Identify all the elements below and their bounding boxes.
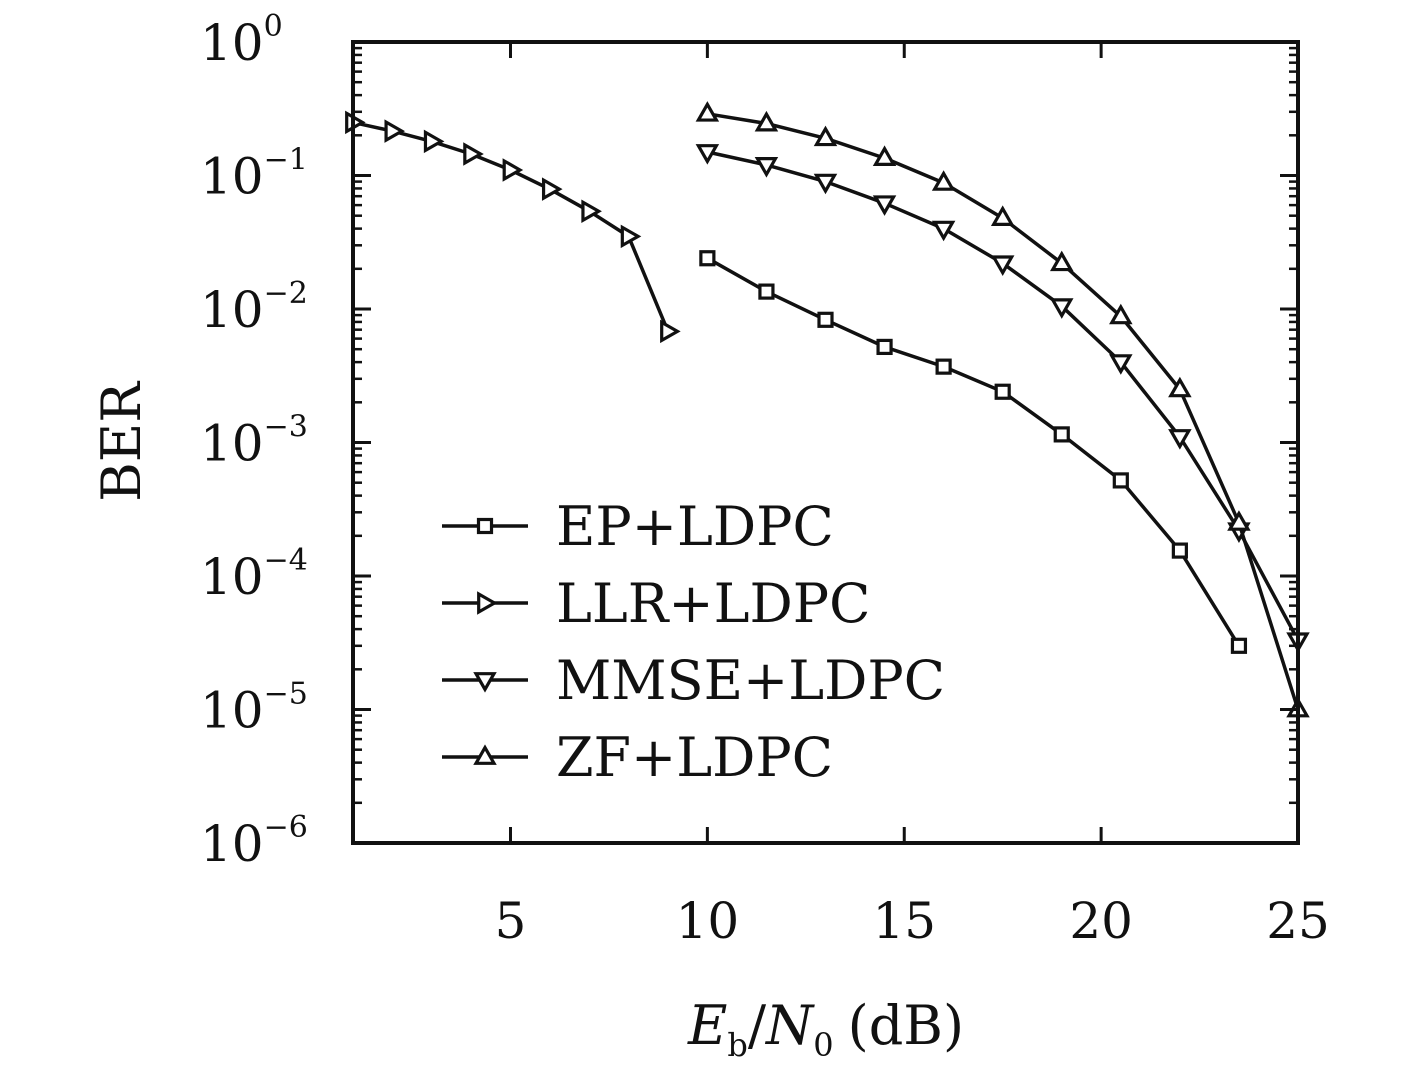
data-point-zf-ldpc-3 [872,145,897,167]
y-tick-label: 10−1 [200,143,308,206]
x-axis-label: Eb/N0 (dB) [687,994,964,1064]
y-axis-label: BER [90,381,153,502]
legend-marker-ep-ldpc [476,517,494,535]
x-label-unit: (dB) [848,994,964,1057]
legend-item-zf-ldpc: ZF+LDPC [442,726,833,789]
y-tick-exponent: −4 [264,543,308,578]
data-point-llr-ldpc-1 [384,119,406,143]
legend-marker-zf-ldpc [473,744,497,765]
x-tick-label-5: 5 [495,892,527,950]
x-label-second-sub: 0 [813,1026,833,1064]
data-point-ep-ldpc-4 [935,358,952,375]
x-tick-label-25: 25 [1266,892,1330,950]
y-tick-base: 10 [200,548,264,606]
series-mmse-ldpc [695,144,1310,653]
data-point-zf-ldpc-8 [1168,376,1192,398]
data-point-zf-ldpc-5 [990,205,1015,226]
data-point-llr-ldpc-6 [581,199,602,223]
legend-label-mmse-ldpc: MMSE+LDPC [556,649,945,712]
data-point-llr-ldpc-8 [660,319,681,344]
series-line-ep-ldpc [706,256,1241,647]
data-point-mmse-ldpc-6 [1049,298,1074,319]
data-point-ep-ldpc-6 [1053,426,1070,443]
data-point-mmse-ldpc-5 [990,255,1015,276]
data-point-llr-ldpc-4 [502,158,524,182]
legend: EP+LDPC LLR+LDPC MMSE+LDPC ZF+LDPC [442,495,945,789]
data-point-zf-ldpc-9 [1227,510,1251,531]
y-tick-label: 10−6 [200,810,308,873]
legend-label-zf-ldpc: ZF+LDPC [556,726,833,789]
x-tick-label-20: 20 [1069,892,1133,950]
legend-marker-mmse-ldpc [473,672,497,693]
legend-item-ep-ldpc: EP+LDPC [442,495,834,558]
series-zf-ldpc [695,101,1310,718]
legend-item-llr-ldpc: LLR+LDPC [442,572,870,635]
legend-label-llr-ldpc: LLR+LDPC [556,572,870,635]
x-axis-ticks: 5 10 15 20 25 [495,42,1330,950]
data-point-mmse-ldpc-2 [813,173,838,195]
series-llr-ldpc [345,110,681,344]
data-point-ep-ldpc-9 [1230,637,1248,654]
data-point-ep-ldpc-5 [994,383,1011,400]
y-tick-label: 100 [200,9,283,72]
y-tick-label: 10−2 [200,276,308,339]
data-point-ep-ldpc-8 [1171,542,1188,559]
data-point-zf-ldpc-6 [1049,250,1074,272]
y-tick-base: 10 [200,14,264,72]
y-tick-label: 10−4 [200,543,308,606]
data-point-ep-ldpc-7 [1112,472,1129,489]
data-point-zf-ldpc-0 [695,101,720,122]
data-point-ep-ldpc-0 [699,250,716,267]
data-point-mmse-ldpc-0 [695,144,720,165]
x-tick-label-15: 15 [872,892,936,950]
y-tick-base: 10 [200,148,264,206]
data-point-mmse-ldpc-7 [1109,354,1133,375]
data-point-zf-ldpc-1 [754,110,779,132]
data-point-zf-ldpc-7 [1109,303,1133,325]
data-point-llr-ldpc-2 [423,129,445,154]
data-point-llr-ldpc-3 [463,142,484,166]
x-label-main: E [687,994,727,1057]
data-point-ep-ldpc-3 [876,338,893,356]
x-label-second: N [764,994,815,1057]
y-tick-label: 10−5 [200,677,308,740]
y-tick-exponent: −5 [264,677,308,712]
y-tick-exponent: −1 [264,143,308,178]
x-label-slash: / [748,994,767,1057]
y-tick-exponent: −2 [264,276,308,311]
x-tick-label-10: 10 [676,892,740,950]
data-point-llr-ldpc-5 [541,177,563,201]
data-point-zf-ldpc-4 [931,170,956,191]
data-point-mmse-ldpc-8 [1168,429,1192,450]
legend-label-ep-ldpc: EP+LDPC [556,495,834,558]
series-layer [345,101,1310,718]
y-tick-exponent: −3 [264,410,308,445]
x-label-main-sub: b [727,1026,747,1064]
data-point-llr-ldpc-7 [620,224,642,249]
data-point-ep-ldpc-1 [758,283,775,300]
series-ep-ldpc [699,250,1248,654]
data-point-mmse-ldpc-3 [872,195,897,216]
y-tick-base: 10 [200,415,264,473]
y-tick-exponent: −6 [264,810,308,845]
legend-item-mmse-ldpc: MMSE+LDPC [442,649,945,712]
y-tick-base: 10 [200,682,264,740]
data-point-ep-ldpc-2 [817,311,834,328]
y-tick-base: 10 [200,281,264,339]
y-tick-exponent: 0 [264,9,283,44]
legend-marker-llr-ldpc [477,591,498,615]
data-point-mmse-ldpc-1 [754,157,779,178]
y-tick-base: 10 [200,815,264,873]
data-point-zf-ldpc-2 [813,125,838,147]
y-tick-label: 10−3 [200,410,308,473]
data-point-mmse-ldpc-4 [931,220,956,242]
